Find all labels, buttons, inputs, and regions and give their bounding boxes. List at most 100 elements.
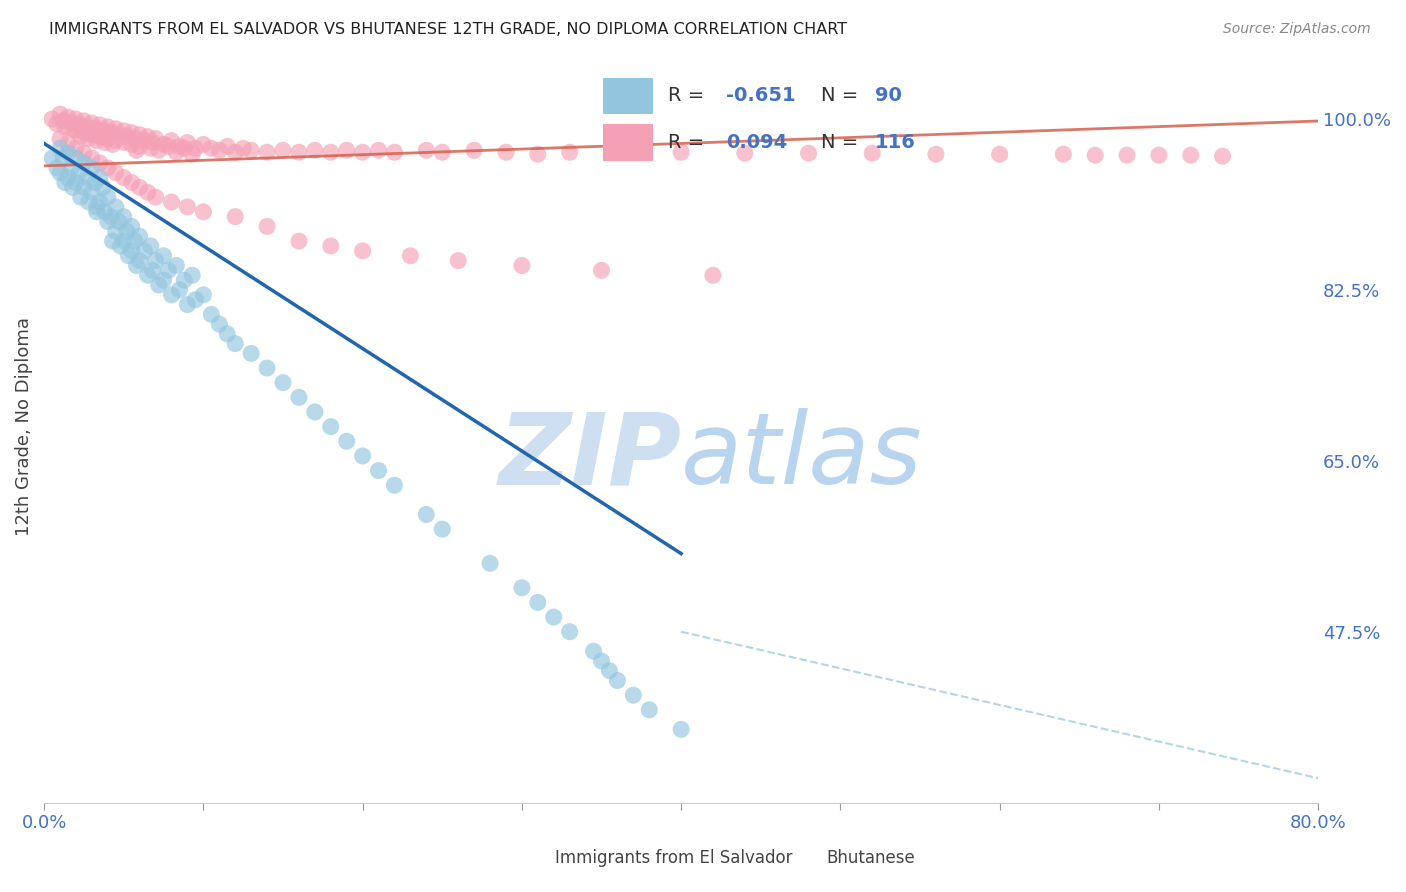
- Point: [65, 112, 87, 126]
- Point: [136, 129, 159, 144]
- Point: [319, 419, 342, 434]
- Point: [208, 317, 231, 331]
- Point: [160, 134, 183, 148]
- Point: [152, 273, 174, 287]
- Point: [97, 120, 120, 134]
- Point: [304, 405, 326, 419]
- Point: [100, 210, 122, 224]
- Point: [104, 200, 127, 214]
- Point: [582, 644, 605, 658]
- Point: [145, 190, 167, 204]
- Point: [86, 134, 108, 148]
- Point: [1180, 148, 1202, 162]
- Point: [93, 204, 115, 219]
- Point: [148, 143, 170, 157]
- Point: [184, 141, 207, 155]
- Point: [60, 161, 83, 175]
- Point: [121, 137, 143, 152]
- Point: [1212, 149, 1234, 163]
- Point: [134, 244, 156, 258]
- Point: [193, 204, 215, 219]
- Point: [91, 124, 114, 138]
- Point: [121, 244, 143, 258]
- Point: [217, 139, 239, 153]
- Point: [638, 703, 661, 717]
- Point: [176, 297, 198, 311]
- Point: [256, 219, 278, 234]
- Point: [399, 249, 422, 263]
- Point: [669, 723, 692, 737]
- Point: [53, 120, 76, 134]
- Point: [56, 146, 79, 161]
- Point: [352, 244, 374, 258]
- Point: [65, 151, 87, 165]
- Point: [91, 180, 114, 194]
- Point: [669, 145, 692, 160]
- Point: [141, 263, 163, 277]
- Point: [621, 688, 644, 702]
- Point: [89, 129, 111, 144]
- Point: [165, 145, 187, 160]
- Point: [145, 131, 167, 145]
- Point: [104, 166, 127, 180]
- Point: [139, 141, 162, 155]
- Point: [86, 200, 108, 214]
- Point: [136, 186, 159, 200]
- Point: [108, 214, 131, 228]
- Point: [52, 151, 75, 165]
- Point: [136, 268, 159, 283]
- Text: Immigrants from El Salvador: Immigrants from El Salvador: [555, 849, 793, 867]
- Point: [80, 186, 103, 200]
- Point: [97, 214, 120, 228]
- Point: [97, 190, 120, 204]
- Point: [141, 136, 163, 150]
- Point: [89, 118, 111, 132]
- Point: [101, 137, 124, 152]
- Point: [352, 449, 374, 463]
- Point: [115, 129, 138, 144]
- Point: [65, 141, 87, 155]
- Point: [80, 151, 103, 165]
- Point: [152, 137, 174, 152]
- Point: [69, 129, 91, 144]
- Point: [319, 239, 342, 253]
- Point: [65, 176, 87, 190]
- Point: [67, 166, 90, 180]
- Point: [384, 478, 406, 492]
- Point: [200, 141, 222, 155]
- Point: [80, 116, 103, 130]
- Point: [510, 259, 533, 273]
- Point: [432, 522, 454, 536]
- Point: [173, 141, 195, 155]
- Point: [1052, 147, 1074, 161]
- Point: [60, 116, 83, 130]
- Point: [336, 143, 359, 157]
- Point: [415, 143, 437, 157]
- Point: [86, 204, 108, 219]
- Point: [988, 147, 1011, 161]
- Point: [447, 253, 470, 268]
- Point: [176, 200, 198, 214]
- Point: [49, 166, 72, 180]
- Point: [352, 145, 374, 160]
- Point: [415, 508, 437, 522]
- Point: [145, 253, 167, 268]
- Point: [200, 307, 222, 321]
- Point: [1084, 148, 1107, 162]
- Point: [76, 170, 98, 185]
- Point: [558, 145, 581, 160]
- Point: [148, 278, 170, 293]
- Point: [69, 190, 91, 204]
- Point: [49, 107, 72, 121]
- Point: [169, 283, 191, 297]
- Point: [495, 145, 517, 160]
- Point: [128, 253, 150, 268]
- Point: [77, 195, 100, 210]
- Point: [165, 259, 187, 273]
- Point: [89, 156, 111, 170]
- Point: [121, 176, 143, 190]
- Point: [41, 112, 63, 126]
- Point: [56, 136, 79, 151]
- Point: [860, 146, 883, 161]
- Point: [73, 146, 96, 161]
